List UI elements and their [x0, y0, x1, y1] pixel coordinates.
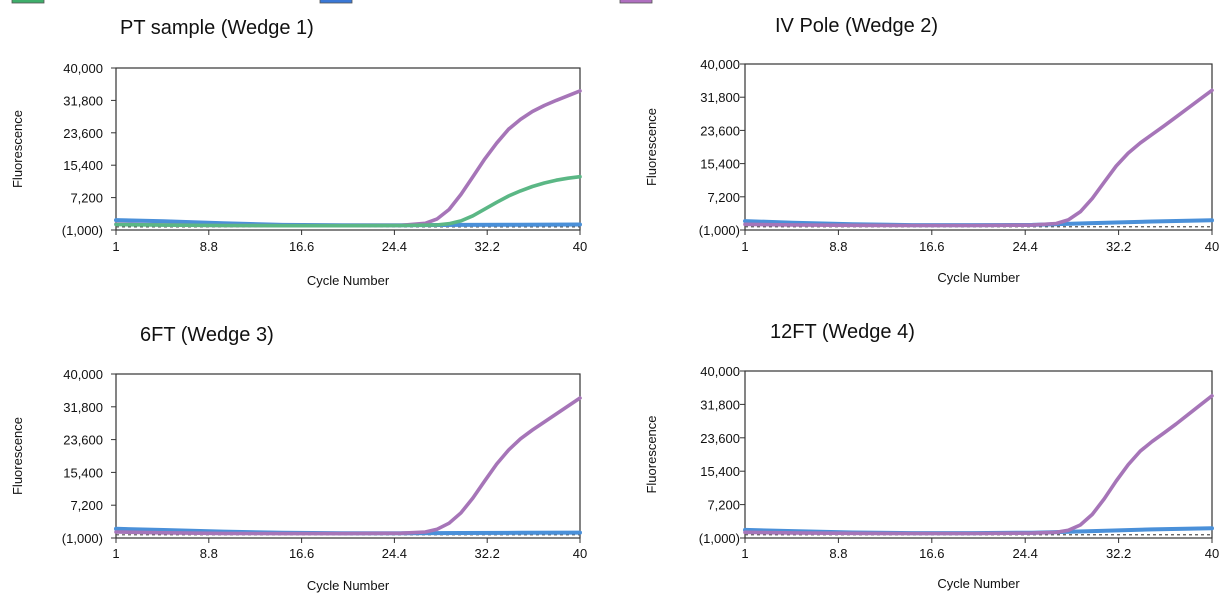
legend-swatch — [319, 0, 353, 4]
chart-panels: PT sample (Wedge 1) 40,000 31,800 23,600 15,… — [10, 15, 1219, 593]
y-tick-label: (1,000) — [699, 223, 740, 238]
y-tick-label: 31,800 — [700, 90, 740, 105]
x-tick-label: 1 — [741, 546, 748, 561]
x-tick-label: 32.2 — [1106, 239, 1131, 254]
x-tick-label: 8.8 — [829, 546, 847, 561]
x-tick-label: 40 — [1205, 239, 1219, 254]
panel-title: IV Pole (Wedge 2) — [775, 15, 938, 37]
x-tick-label: 40 — [573, 546, 587, 561]
x-tick-label: 1 — [112, 546, 119, 561]
x-tick-label: 24.4 — [1013, 239, 1038, 254]
panel-title: 12FT (Wedge 4) — [770, 321, 915, 343]
y-tick-label: 23,600 — [700, 431, 740, 446]
y-tick-label: (1,000) — [699, 531, 740, 546]
y-tick-label: (1,000) — [62, 223, 103, 238]
plot-frame — [115, 373, 581, 539]
series-line — [743, 393, 1214, 536]
y-axis-title: Fluorescence — [644, 415, 659, 493]
y-axis-title: Fluorescence — [10, 417, 25, 495]
series-line — [743, 88, 1214, 228]
x-tick-label: 24.4 — [382, 239, 407, 254]
y-tick-label: 7,200 — [707, 498, 740, 513]
plot-frame — [115, 67, 581, 231]
x-axis-title: Cycle Number — [307, 578, 390, 593]
chart-panel: IV Pole (Wedge 2) 40,000 31,800 23,600 15,40… — [644, 15, 1219, 285]
plot-frame — [744, 63, 1213, 231]
y-tick-label: 7,200 — [707, 190, 740, 205]
x-axis-title: Cycle Number — [307, 273, 390, 288]
chart-panel: PT sample (Wedge 1) 40,000 31,800 23,600 15,… — [10, 17, 587, 288]
x-tick-label: 16.6 — [919, 239, 944, 254]
x-tick-label: 1 — [741, 239, 748, 254]
y-tick-label: (1,000) — [62, 531, 103, 546]
y-tick-label: 23,600 — [700, 123, 740, 138]
plot-frame — [744, 370, 1213, 539]
series-line — [114, 174, 582, 228]
chart-panel: 6FT (Wedge 3) 40,000 31,800 23,600 15,400 7,2… — [10, 324, 587, 593]
y-tick-label: 31,800 — [700, 397, 740, 412]
x-tick-label: 8.8 — [200, 239, 218, 254]
x-tick-label: 1 — [112, 239, 119, 254]
y-tick-label: 15,400 — [63, 465, 103, 480]
legend-strip — [11, 0, 653, 4]
y-axis-title: Fluorescence — [644, 108, 659, 186]
x-tick-label: 32.2 — [475, 546, 500, 561]
x-tick-label: 24.4 — [1013, 546, 1038, 561]
y-tick-label: 23,600 — [63, 126, 103, 141]
y-tick-label: 15,400 — [700, 157, 740, 172]
x-tick-label: 32.2 — [475, 239, 500, 254]
y-tick-label: 23,600 — [63, 433, 103, 448]
y-axis-title: Fluorescence — [10, 110, 25, 188]
y-tick-label: 31,800 — [63, 93, 103, 108]
legend-swatch — [11, 0, 45, 4]
y-tick-label: 7,200 — [70, 498, 103, 513]
y-tick-label: 15,400 — [63, 158, 103, 173]
y-tick-label: 40,000 — [63, 61, 103, 76]
chart-panel: 12FT (Wedge 4) 40,000 31,800 23,600 15,400 7,… — [644, 321, 1219, 591]
x-tick-label: 16.6 — [289, 546, 314, 561]
x-tick-label: 32.2 — [1106, 546, 1131, 561]
y-tick-label: 15,400 — [700, 464, 740, 479]
y-tick-label: 40,000 — [63, 367, 103, 382]
x-axis-title: Cycle Number — [937, 576, 1020, 591]
x-tick-label: 40 — [1205, 546, 1219, 561]
panel-title: PT sample (Wedge 1) — [120, 17, 314, 39]
y-tick-label: 7,200 — [70, 191, 103, 206]
y-tick-label: 40,000 — [700, 364, 740, 379]
x-tick-label: 24.4 — [382, 546, 407, 561]
y-tick-label: 40,000 — [700, 57, 740, 72]
x-tick-label: 16.6 — [919, 546, 944, 561]
x-tick-label: 8.8 — [200, 546, 218, 561]
x-tick-label: 8.8 — [829, 239, 847, 254]
x-tick-label: 40 — [573, 239, 587, 254]
legend-swatch — [619, 0, 653, 4]
series-line — [114, 396, 582, 536]
x-axis-title: Cycle Number — [937, 270, 1020, 285]
y-tick-label: 31,800 — [63, 400, 103, 415]
panel-title: 6FT (Wedge 3) — [140, 324, 274, 346]
x-tick-label: 16.6 — [289, 239, 314, 254]
